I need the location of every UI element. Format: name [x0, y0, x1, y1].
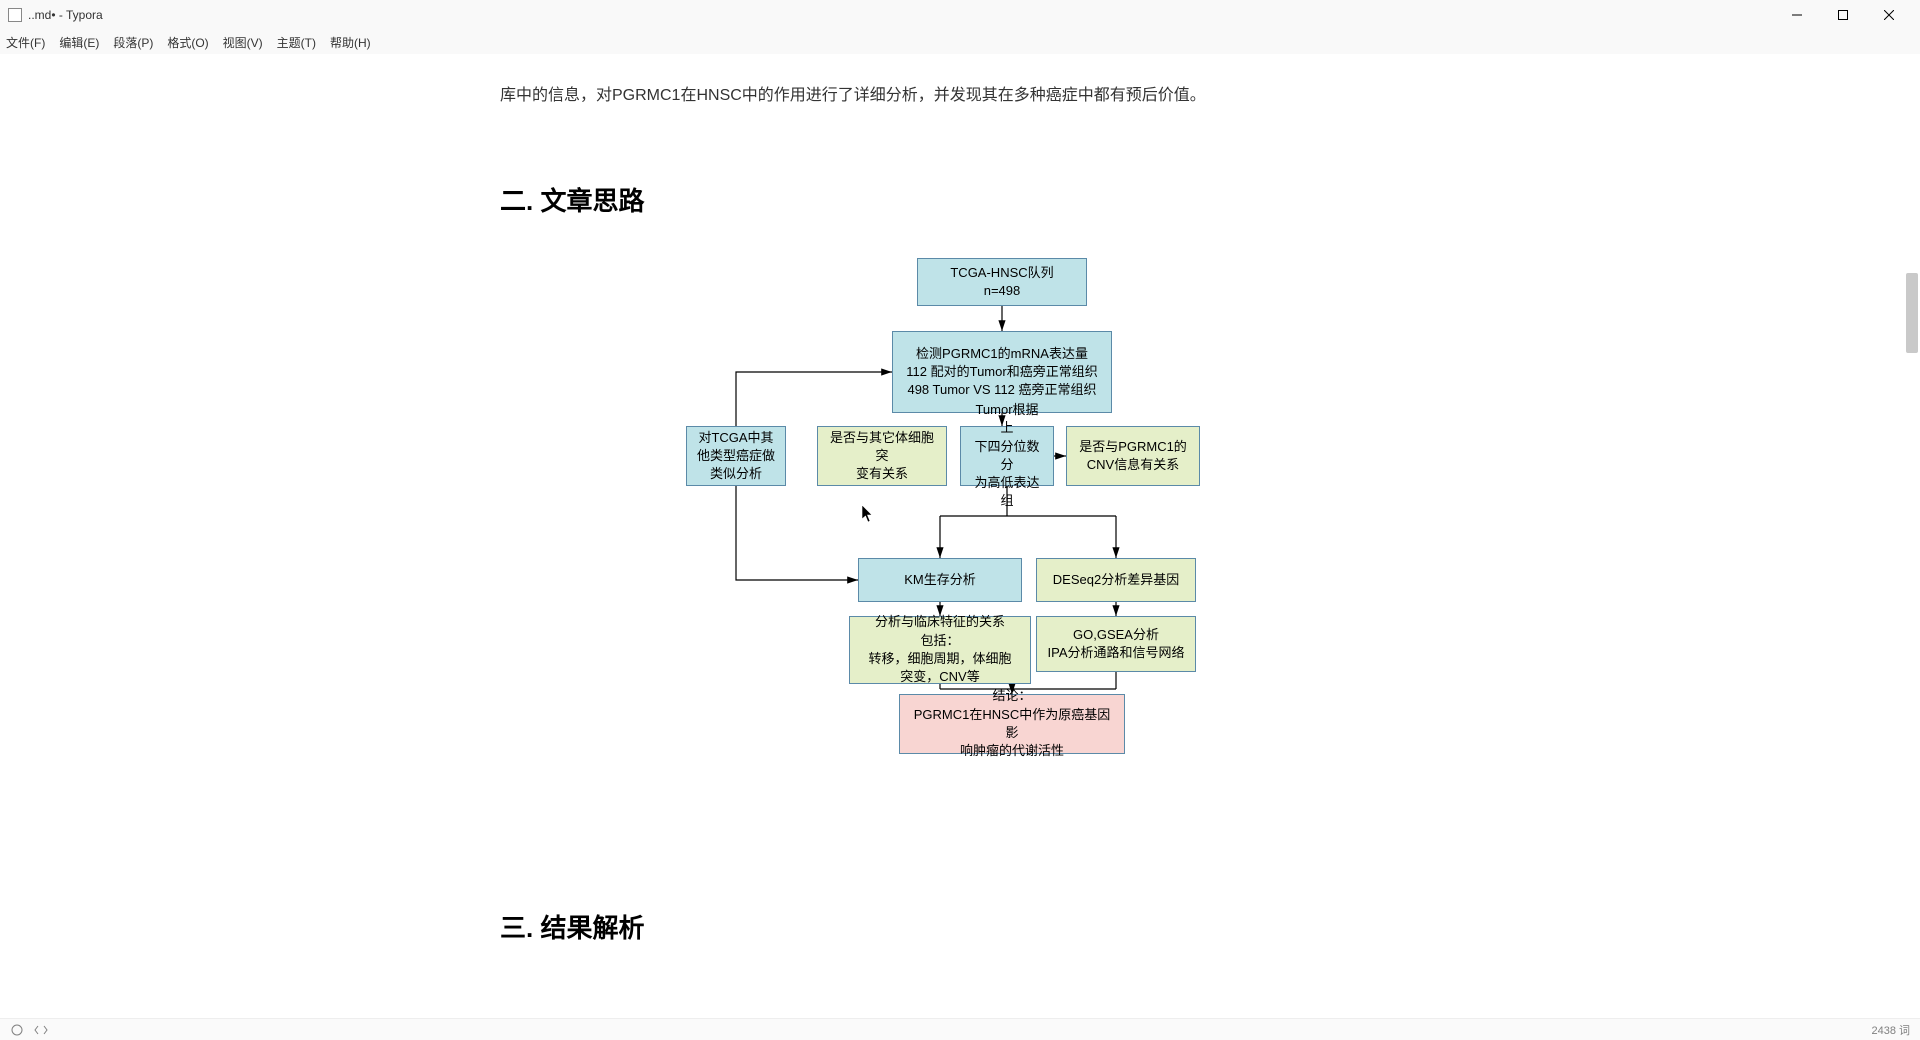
maximize-button[interactable]	[1820, 0, 1866, 30]
menu-edit[interactable]: 编辑(E)	[59, 34, 99, 51]
menu-para[interactable]: 段落(P)	[113, 34, 153, 51]
scrollbar-thumb[interactable]	[1906, 273, 1918, 353]
menu-format[interactable]: 格式(O)	[167, 34, 208, 51]
word-count[interactable]: 2438 词	[1871, 1022, 1910, 1038]
minimize-button[interactable]	[1774, 0, 1820, 30]
flowchart-node-n10: GO,GSEA分析IPA分析通路和信号网络	[1036, 616, 1196, 672]
menu-view[interactable]: 视图(V)	[223, 34, 263, 51]
app-icon	[8, 8, 22, 22]
flowchart-node-n4: 是否与其它体细胞突变有关系	[817, 426, 947, 486]
heading-article-idea: 二. 文章思路	[500, 181, 1420, 218]
window-title: ..md• - Typora	[28, 8, 103, 22]
flowchart-node-n3: 对TCGA中其他类型癌症做类似分析	[686, 426, 786, 486]
outline-toggle-icon[interactable]	[10, 1023, 24, 1037]
title-bar: ..md• - Typora	[0, 0, 1920, 30]
flowchart-node-n6: 是否与PGRMC1的CNV信息有关系	[1066, 426, 1200, 486]
menu-bar: 文件(F) 编辑(E) 段落(P) 格式(O) 视图(V) 主题(T) 帮助(H…	[0, 30, 1920, 54]
flowchart-node-n7: KM生存分析	[858, 558, 1022, 602]
flowchart-node-n11: 结论：PGRMC1在HNSC中作为原癌基因影响肿瘤的代谢活性	[899, 694, 1125, 754]
menu-help[interactable]: 帮助(H)	[330, 34, 371, 51]
flowchart-node-n9: 分析与临床特征的关系包括：转移，细胞周期，体细胞突变，CNV等	[849, 616, 1031, 684]
heading-result-analysis: 三. 结果解析	[500, 908, 1420, 945]
flowchart-node-n5: Tumor根据上下四分位数分为高低表达组	[960, 426, 1054, 486]
flowchart-node-n1: TCGA-HNSC队列n=498	[917, 258, 1087, 306]
flowchart-node-n8: DESeq2分析差异基因	[1036, 558, 1196, 602]
mouse-cursor	[862, 505, 874, 523]
body-text-fragment: 库中的信息，对PGRMC1在HNSC中的作用进行了详细分析，并发现其在多种癌症中…	[500, 82, 1420, 111]
editor-content[interactable]: 库中的信息，对PGRMC1在HNSC中的作用进行了详细分析，并发现其在多种癌症中…	[0, 54, 1920, 1018]
status-bar: 2438 词	[0, 1018, 1920, 1040]
menu-file[interactable]: 文件(F)	[6, 34, 45, 51]
vertical-scrollbar[interactable]	[1904, 108, 1920, 996]
source-code-toggle-icon[interactable]	[34, 1023, 48, 1037]
flowchart: TCGA-HNSC队列n=498检测PGRMC1的mRNA表达量112 配对的T…	[500, 258, 1420, 818]
menu-theme[interactable]: 主题(T)	[277, 34, 316, 51]
close-button[interactable]	[1866, 0, 1912, 30]
